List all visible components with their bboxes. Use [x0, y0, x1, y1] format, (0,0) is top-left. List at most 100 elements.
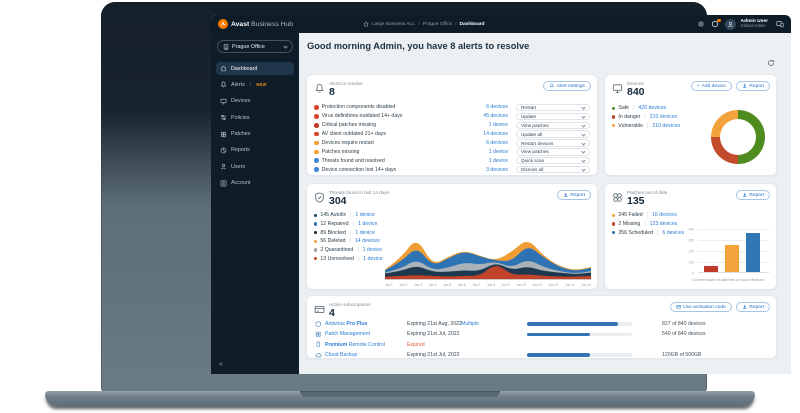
- settings-gear-icon[interactable]: [697, 20, 706, 29]
- alert-action-select[interactable]: View patches: [516, 148, 590, 156]
- sidebar-item-label: Patches: [231, 131, 251, 138]
- sidebar-item-policies[interactable]: Policies: [216, 111, 294, 124]
- alert-action-value: View patches: [521, 149, 549, 155]
- legend-separator: |: [352, 221, 355, 228]
- bar-scheduled: [746, 232, 760, 272]
- legend-devices-link[interactable]: 210 devices: [652, 122, 681, 129]
- sidebar-item-patches[interactable]: Patches: [216, 128, 294, 141]
- legend-devices-link[interactable]: 1 device: [355, 212, 375, 219]
- breadcrumb: Large Business Acc. / Prague Office / Dashbo…: [363, 21, 485, 27]
- legend-label: 2 Missing: [618, 221, 641, 228]
- subscription-name-link[interactable]: Antivirus Pro Plus: [325, 321, 368, 328]
- legend-devices-link[interactable]: 420 devices: [638, 105, 667, 112]
- alert-label: Virus definitions outdated 14+ days: [321, 113, 403, 120]
- breadcrumb-item[interactable]: Dashboard: [459, 21, 485, 27]
- sidebar-item-label: Dashboard: [231, 65, 258, 72]
- sidebar-item-reports[interactable]: Reports: [216, 144, 294, 157]
- alert-settings-button[interactable]: Alert settings: [543, 81, 591, 91]
- alert-devices-link[interactable]: 1 device: [488, 148, 508, 155]
- devices-legend: Safe | 420 devices In danger | 210 devices Vul…: [612, 104, 680, 130]
- alert-row: Patches missing 1 device View patches: [314, 147, 590, 156]
- status-ring-icon[interactable]: [711, 18, 721, 29]
- user-meta[interactable]: Admin User Global Admin: [741, 19, 768, 29]
- refresh-icon[interactable]: [767, 59, 775, 67]
- sidebar-item-dashboard[interactable]: Dashboard: [216, 62, 294, 75]
- device-switcher-icon[interactable]: [775, 20, 784, 29]
- breadcrumb-item[interactable]: Prague Office: [422, 21, 453, 27]
- legend-separator: |: [646, 212, 648, 219]
- sidebar-item-users[interactable]: Users: [216, 160, 294, 173]
- alert-devices-link[interactable]: 45 devices: [483, 113, 508, 120]
- download-icon: [563, 192, 568, 198]
- legend-item: 245 Failed | 16 devices: [612, 211, 684, 220]
- legend-devices-link[interactable]: 1 device: [362, 247, 382, 254]
- legend-dot: [612, 115, 616, 119]
- expiry-label: Expiring 21st Jul, 2022: [407, 331, 460, 338]
- alert-row: Device connection lost 14+ days 3 devices…: [314, 165, 590, 174]
- alert-row: Protection components disabled 6 devices R…: [314, 103, 590, 112]
- home-icon: [363, 21, 369, 27]
- alert-action-select[interactable]: Quick scan: [516, 157, 590, 165]
- chevron-down-icon: [581, 158, 586, 163]
- sidebar-collapse-button[interactable]: «: [219, 361, 223, 368]
- alert-action-select[interactable]: Update all: [516, 130, 590, 138]
- alert-action-select[interactable]: Update: [516, 112, 590, 121]
- alert-label: Protection components disabled: [321, 104, 396, 111]
- card-title: Patches out of date: [627, 190, 668, 195]
- legend-devices-link[interactable]: 123 devices: [649, 221, 678, 228]
- alert-action-select[interactable]: Restart devices: [516, 139, 590, 147]
- topbar-right: Admin User Global Admin: [697, 18, 784, 30]
- org-selector[interactable]: Prague Office: [217, 40, 293, 53]
- legend-devices-link[interactable]: 1 device: [358, 221, 378, 228]
- sidebar-item-alerts[interactable]: Alerts | NEW: [216, 78, 294, 91]
- page-title: Good morning Admin, you have 8 alerts to…: [307, 41, 530, 51]
- legend-devices-link[interactable]: 16 devices: [651, 212, 677, 219]
- alert-action-value: Quick scan: [521, 158, 545, 164]
- remote-icon: [315, 341, 322, 348]
- alert-devices-link[interactable]: 14 devices: [483, 131, 508, 138]
- legend-devices-link[interactable]: 1 device: [355, 229, 375, 236]
- report-button[interactable]: Report: [735, 81, 770, 91]
- alert-devices-link[interactable]: 6 devices: [486, 140, 508, 146]
- patches-icon: [612, 192, 623, 203]
- subscription-name-link[interactable]: Cloud Backup: [325, 352, 358, 359]
- report-button[interactable]: Report: [735, 302, 770, 312]
- legend-label: 13 Unresolved: [320, 255, 354, 262]
- alert-devices-link[interactable]: 3 devices: [486, 166, 508, 173]
- legend-devices-link[interactable]: 14 devices: [354, 238, 380, 245]
- sidebar-nav: Dashboard Alerts | NEW Devices Policies Patche…: [211, 62, 299, 193]
- card-title: Devices: [627, 81, 644, 86]
- legend-separator: |: [357, 255, 360, 262]
- card-title: Alerts to resolve: [329, 81, 363, 86]
- legend-devices-link[interactable]: 210 devices: [649, 114, 678, 121]
- y-tick-label: 100: [688, 260, 694, 265]
- alert-devices-link[interactable]: 6 devices: [486, 104, 508, 111]
- use-activation-code-button[interactable]: Use activation code: [669, 302, 732, 312]
- chevron-down-icon: [581, 123, 586, 128]
- subscription-name-link[interactable]: Premium Remote Control: [325, 341, 385, 348]
- breadcrumb-item[interactable]: Large Business Acc.: [372, 21, 416, 27]
- legend-item: 2 Quarantined | 1 device: [314, 246, 383, 255]
- bar-chart-caption: Current state of patches on your devices: [692, 277, 764, 282]
- legend-devices-link[interactable]: 1 device: [363, 255, 383, 262]
- report-button[interactable]: Report: [556, 190, 591, 200]
- alert-devices-link[interactable]: 1 device: [488, 122, 508, 129]
- alert-action-select[interactable]: Dismiss all: [516, 165, 590, 174]
- multiple-link[interactable]: Multiple: [461, 321, 479, 328]
- report-button[interactable]: Report: [735, 190, 770, 200]
- alert-action-select[interactable]: View patches: [516, 121, 590, 129]
- legend-label: In danger: [618, 114, 641, 121]
- avatar[interactable]: [724, 18, 736, 30]
- alert-action-select[interactable]: Restart: [516, 103, 590, 112]
- add-device-button[interactable]: + Add device: [690, 81, 732, 91]
- usage-progress-bar: [527, 353, 632, 357]
- subscription-name-link[interactable]: Patch Management: [325, 331, 370, 338]
- sidebar-item-devices[interactable]: Devices: [216, 95, 294, 108]
- legend-dot: [314, 213, 318, 218]
- usage-label: 540 of 840 devices: [662, 331, 706, 338]
- user-name: Admin User: [740, 18, 768, 24]
- alert-devices-link[interactable]: 1 device: [488, 157, 508, 164]
- legend-devices-link[interactable]: 6 devices: [662, 229, 685, 236]
- legend-dot: [314, 248, 318, 252]
- sidebar-item-account[interactable]: Account: [216, 177, 294, 190]
